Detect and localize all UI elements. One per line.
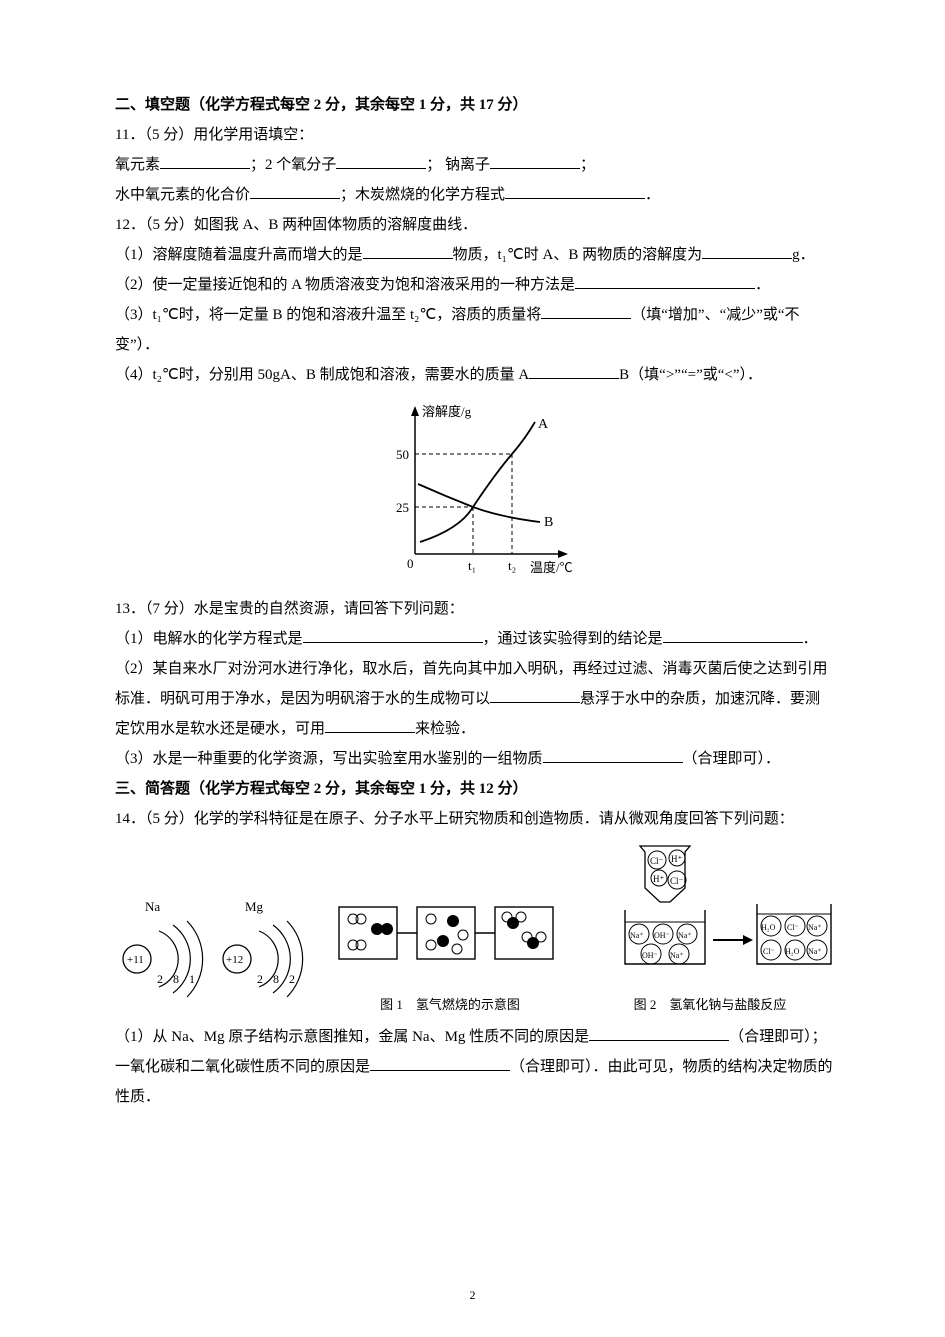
- svg-text:Na⁺: Na⁺: [630, 931, 644, 940]
- q12-p4-b: B（填“>”“=”或“<”）．: [619, 367, 762, 383]
- svg-text:H₂O: H₂O: [761, 923, 776, 932]
- page-number: 2: [0, 1283, 945, 1307]
- blank: [370, 1053, 510, 1071]
- svg-text:Na⁺: Na⁺: [808, 923, 822, 932]
- blank: [541, 301, 631, 319]
- svg-text:H⁺: H⁺: [653, 874, 664, 884]
- blank: [543, 745, 683, 763]
- svg-text:H⁺: H⁺: [671, 854, 682, 864]
- q13-p1-b: ，通过该实验得到的结论是: [483, 631, 663, 647]
- blank: [663, 625, 803, 643]
- q12-p2-b: ．: [755, 277, 770, 293]
- svg-text:OH⁻: OH⁻: [642, 951, 658, 960]
- graph-label-b: B: [544, 515, 553, 530]
- q13-p3: （3）水是一种重要的化学资源，写出实验室用水鉴别的一组物质 （合理即可）．: [115, 744, 835, 774]
- q11-line1: 氧元素 ；2 个氧分子 ； 钠离子 ；: [115, 150, 835, 180]
- svg-text:8: 8: [273, 972, 279, 986]
- blank: [363, 241, 453, 259]
- blank: [702, 241, 792, 259]
- q11-l1-b: ；2 个氧分子: [250, 157, 336, 173]
- q11-l2-b: ；木炭燃烧的化学方程式: [340, 187, 505, 203]
- blank: [303, 625, 483, 643]
- svg-text:Na⁺: Na⁺: [678, 931, 692, 940]
- blank: [336, 151, 426, 169]
- section-3-heading: 三、简答题（化学方程式每空 2 分，其余每空 1 分，共 12 分）: [115, 774, 835, 804]
- graph-t2: t₂: [508, 558, 516, 573]
- q12-p2: （2）使一定量接近饱和的 A 物质溶液变为饱和溶液采用的一种方法是 ．: [115, 270, 835, 300]
- q12-p4-a: （4）t₂℃时，分别用 50gA、B 制成饱和溶液，需要水的质量 A: [115, 367, 529, 383]
- section-2-heading: 二、填空题（化学方程式每空 2 分，其余每空 1 分，共 17 分）: [115, 90, 835, 120]
- svg-text:Cl⁻: Cl⁻: [670, 876, 684, 886]
- graph-y50: 50: [396, 447, 409, 462]
- q14-stem: 14．（5 分）化学的学科特征是在原子、分子水平上研究物质和创造物质．请从微观角…: [115, 804, 835, 834]
- svg-text:Na⁺: Na⁺: [670, 951, 684, 960]
- fig-atomic-structure: Na +11 2 8 1 Mg +12 2 8 2: [115, 897, 315, 1018]
- q14-p1: （1）从 Na、Mg 原子结构示意图推知，金属 Na、Mg 性质不同的原因是（合…: [115, 1022, 835, 1112]
- blank: [529, 361, 619, 379]
- blank: [589, 1023, 729, 1041]
- svg-text:1: 1: [189, 972, 195, 986]
- q13-p1-a: （1）电解水的化学方程式是: [115, 631, 303, 647]
- q11-l1-c: ； 钠离子: [426, 157, 490, 173]
- mg-nucleus: +12: [226, 954, 243, 966]
- graph-label-a: A: [538, 417, 549, 432]
- blank: [325, 715, 415, 733]
- blank: [490, 685, 580, 703]
- q14-figures-row: Na +11 2 8 1 Mg +12 2 8 2: [115, 844, 835, 1018]
- q12-p1-a: （1）溶解度随着温度升高而增大的是: [115, 247, 363, 263]
- blank: [575, 271, 755, 289]
- q14-p1-a: （1）从 Na、Mg 原子结构示意图推知，金属 Na、Mg 性质不同的原因是: [115, 1029, 589, 1045]
- svg-text:H₂O: H₂O: [785, 947, 800, 956]
- fig2-naoh-hcl: Cl⁻ H⁺ H⁺ Cl⁻ Na⁺ OH⁻ Na⁺ OH⁻ Na⁺ H₂O Cl…: [585, 844, 835, 1018]
- blank: [490, 151, 580, 169]
- q11-stem: 11．（5 分）用化学用语填空：: [115, 120, 835, 150]
- blank: [505, 181, 645, 199]
- blank: [160, 151, 250, 169]
- q11-l2-a: 水中氧元素的化合价: [115, 187, 250, 203]
- q11-line2: 水中氧元素的化合价 ；木炭燃烧的化学方程式 ．: [115, 180, 835, 210]
- solubility-graph: 溶解度/g 温度/℃ 50 25 0 t₁ t₂ A B: [115, 394, 835, 590]
- q11-l1-d: ；: [580, 157, 595, 173]
- graph-origin: 0: [407, 556, 414, 571]
- q12-stem: 12．（5 分）如图我 A、B 两种固体物质的溶解度曲线．: [115, 210, 835, 240]
- na-label: Na: [145, 899, 160, 914]
- fig2-caption: 图 2 氢氧化钠与盐酸反应: [585, 992, 835, 1018]
- svg-text:8: 8: [173, 972, 179, 986]
- q12-p1: （1）溶解度随着温度升高而增大的是 物质，t₁℃时 A、B 两物质的溶解度为 g．: [115, 240, 835, 270]
- svg-text:Na⁺: Na⁺: [808, 947, 822, 956]
- q12-p2-a: （2）使一定量接近饱和的 A 物质溶液变为饱和溶液采用的一种方法是: [115, 277, 575, 293]
- q11-l2-c: ．: [645, 187, 660, 203]
- q13-p3-a: （3）水是一种重要的化学资源，写出实验室用水鉴别的一组物质: [115, 751, 543, 767]
- graph-t1: t₁: [468, 558, 476, 573]
- q11-l1-a: 氧元素: [115, 157, 160, 173]
- q12-p4: （4）t₂℃时，分别用 50gA、B 制成饱和溶液，需要水的质量 A B（填“>”…: [115, 360, 835, 390]
- mg-label: Mg: [245, 899, 264, 914]
- q12-p3-a: （3）t₁℃时，将一定量 B 的饱和溶液升温至 t₂℃，溶质的质量将: [115, 307, 541, 323]
- q13-p2-c: 来检验．: [415, 721, 475, 737]
- graph-ylabel: 溶解度/g: [422, 404, 472, 419]
- q13-p3-b: （合理即可）．: [683, 751, 781, 767]
- q13-p1-c: ．: [803, 631, 818, 647]
- svg-text:2: 2: [257, 972, 263, 986]
- q13-p1: （1）电解水的化学方程式是 ，通过该实验得到的结论是 ．: [115, 624, 835, 654]
- svg-text:2: 2: [157, 972, 163, 986]
- q13-p2: （2）某自来水厂对汾河水进行净化，取水后，首先向其中加入明矾，再经过过滤、消毒灭…: [115, 654, 835, 744]
- na-nucleus: +11: [127, 954, 144, 966]
- svg-text:OH⁻: OH⁻: [654, 931, 670, 940]
- q12-p1-b: 物质，t₁℃时 A、B 两物质的溶解度为: [453, 247, 703, 263]
- graph-xlabel: 温度/℃: [530, 560, 573, 575]
- svg-text:2: 2: [289, 972, 295, 986]
- svg-text:Cl⁻: Cl⁻: [763, 947, 775, 956]
- svg-text:Cl⁻: Cl⁻: [787, 923, 799, 932]
- fig1-hydrogen-combustion: 图 1 氢气燃烧的示意图: [335, 889, 565, 1018]
- blank: [250, 181, 340, 199]
- q13-stem: 13．（7 分）水是宝贵的自然资源，请回答下列问题：: [115, 594, 835, 624]
- fig1-caption: 图 1 氢气燃烧的示意图: [335, 992, 565, 1018]
- graph-y25: 25: [396, 500, 409, 515]
- q12-p1-c: g．: [792, 247, 815, 263]
- svg-text:Cl⁻: Cl⁻: [650, 856, 664, 866]
- q12-p3: （3）t₁℃时，将一定量 B 的饱和溶液升温至 t₂℃，溶质的质量将（填“增加”…: [115, 300, 835, 360]
